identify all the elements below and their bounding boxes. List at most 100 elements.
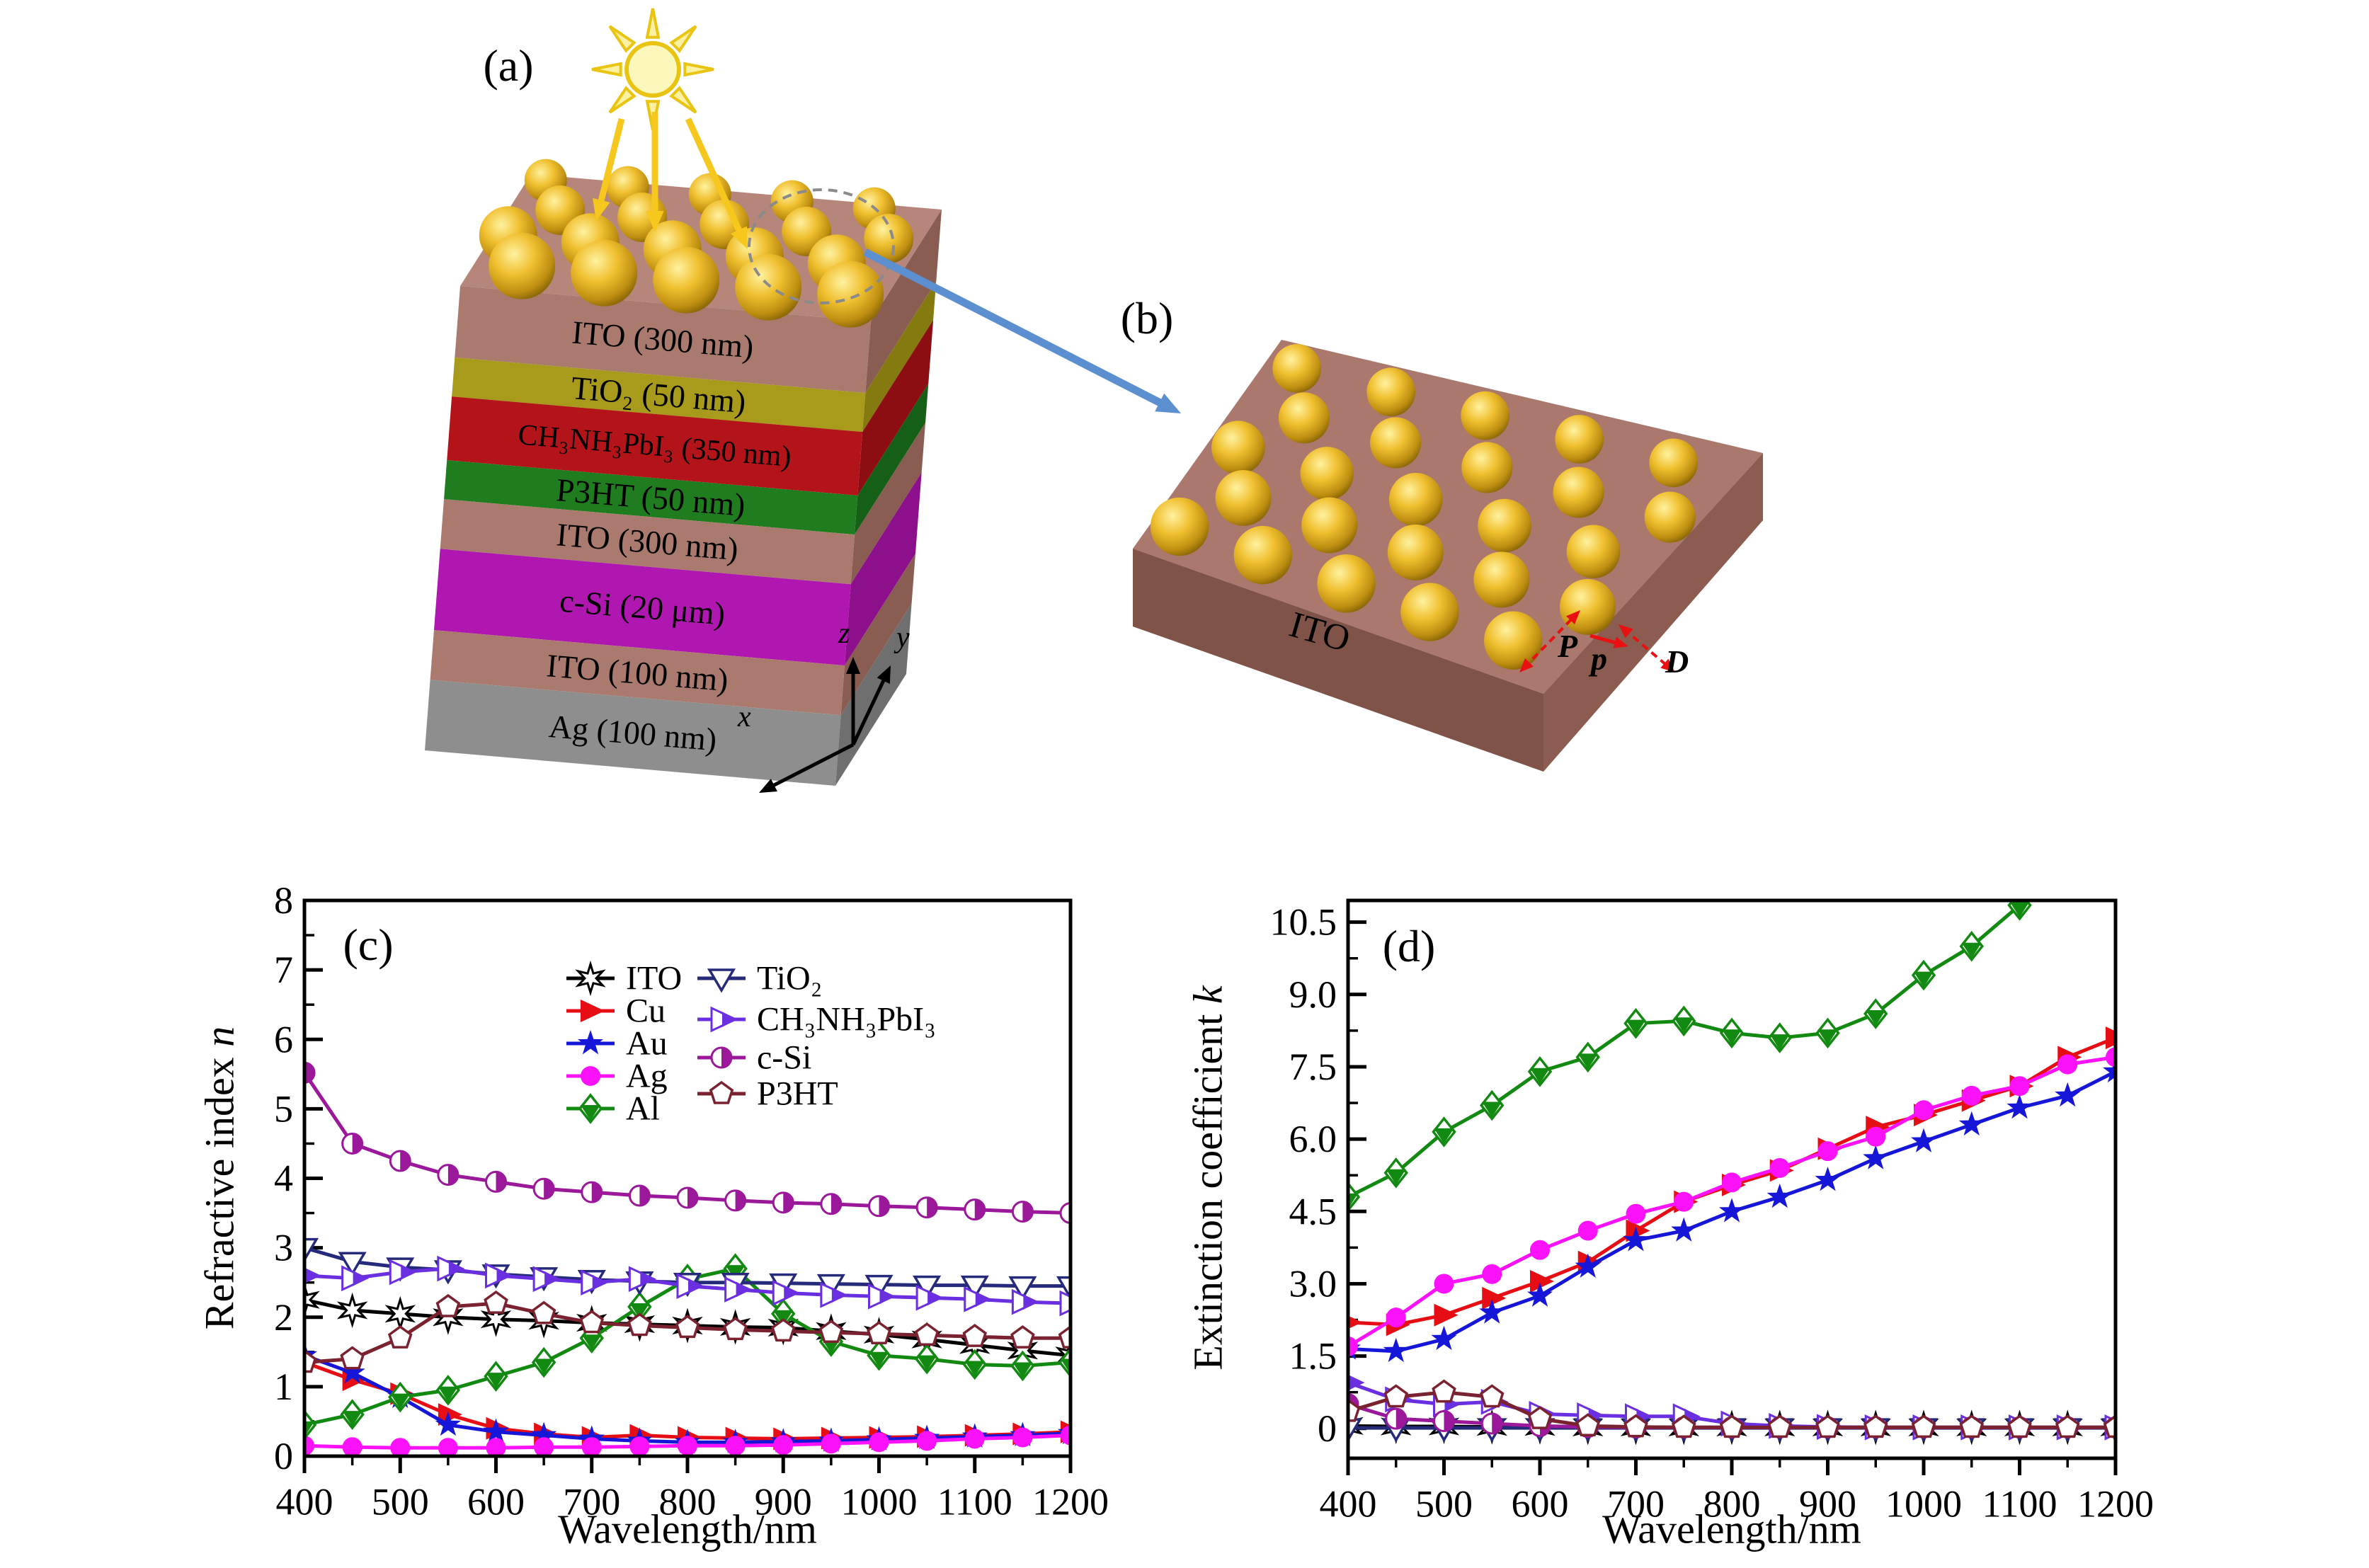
y-tick-label: 5 [274,1087,293,1130]
y-tick-label: 4.5 [1289,1190,1337,1232]
data-marker [1530,1240,1550,1260]
x-tick-label: 800 [1703,1482,1761,1525]
x-axis-label: x [737,701,751,733]
data-marker [484,1361,508,1392]
legend-item: c-Si [697,1039,811,1077]
data-marker [304,1349,317,1373]
legend-marker [575,960,606,997]
data-marker [1959,930,1984,962]
data-marker [1722,1172,1742,1193]
data-marker [1623,1414,1648,1438]
data-marker [1671,1217,1697,1242]
data-marker [1719,1017,1745,1049]
data-marker [960,1275,989,1300]
data-marker [917,1431,937,1451]
y-tick-label: 3.0 [1289,1262,1337,1305]
y-tick-label: 0 [1318,1407,1337,1450]
gold-nanosphere [1272,344,1322,393]
z-axis-label: z [838,617,850,650]
data-marker [1911,959,1936,991]
y-tick-label: 1.5 [1289,1335,1337,1378]
gold-nanosphere [1553,467,1604,518]
gold-nanosphere [1461,442,1513,493]
data-marker [304,1436,314,1456]
x-tick-label: 900 [755,1480,812,1523]
series-ag [304,1425,1071,1456]
gold-nanosphere [864,213,914,263]
data-marker [531,1300,556,1324]
gold-nanosphere [1644,491,1696,543]
gold-nanosphere [1215,469,1272,526]
data-marker [338,1252,367,1276]
data-marker [1767,1022,1792,1053]
series-p3ht [304,1290,1071,1373]
data-marker [1348,1375,1365,1391]
x-tick-label: 1200 [2077,1482,2154,1525]
y-tick-label: 1 [274,1366,293,1408]
data-marker [581,1437,602,1456]
series-ch-nh-pbi- [304,1255,1071,1317]
gold-nanosphere [1484,611,1543,670]
data-marker [1577,1220,1598,1241]
data-marker [388,1381,413,1413]
data-marker [437,1255,465,1282]
data-marker [1058,1346,1071,1378]
gold-nanosphere [1300,447,1354,500]
data-marker [1910,1128,1937,1152]
data-marker [1718,1198,1745,1223]
legend-marker [709,1080,734,1104]
data-marker [1958,1111,1985,1136]
data-marker [1623,1007,1648,1039]
data-marker [1479,1384,1505,1408]
data-marker [532,1177,555,1200]
data-marker [1672,1005,1696,1037]
data-marker [304,1061,316,1084]
data-marker [724,1276,753,1303]
data-marker [2103,1414,2116,1438]
x-tick-label: 600 [467,1480,525,1523]
x-tick-label: 900 [1799,1482,1856,1525]
data-marker [1815,1167,1841,1191]
data-marker [1863,1414,1888,1438]
data-marker [2105,793,2126,820]
data-marker [1766,1183,1793,1208]
data-marker [1527,1405,1553,1429]
data-marker [435,1374,461,1406]
data-marker [678,1436,697,1456]
data-marker [2102,1058,2116,1083]
data-marker [1961,1085,1982,1106]
legend-label: TiO₂ [757,960,822,997]
legend-marker [710,1046,733,1069]
stack-layer-front [440,499,855,585]
legend-item: Ag [566,1058,668,1095]
sunlight-arrow [685,118,746,241]
data-marker [480,1301,512,1337]
stack-layer-side [862,281,937,433]
stack-layer-front [452,357,866,433]
legend-label: CH₃NH₃PbI₃ [757,1001,936,1038]
sunlight-arrows [593,112,748,249]
data-marker [820,1193,843,1215]
x-tick-label: 700 [563,1480,620,1523]
data-marker [581,1269,609,1296]
gold-nanosphere [1317,554,1376,613]
gold-nanosphere [1473,551,1530,608]
data-marker [1671,1414,1696,1438]
gold-nanosphere [1366,367,1416,417]
data-marker [1385,1407,1408,1430]
chart-series-area [304,1061,1071,1456]
y-axis-arrow [851,672,889,746]
x-tick-label: 1000 [841,1480,918,1523]
stack-layer-side [844,472,922,666]
legend-item: TiO₂ [697,960,822,997]
data-marker [1011,1288,1039,1315]
sunlight-arrow [595,118,625,212]
data-marker [772,1280,800,1306]
data-marker [628,1184,651,1207]
data-marker [821,1433,841,1454]
data-marker [725,1436,746,1456]
data-marker [1010,1325,1035,1349]
pitch-label: p [1588,641,1607,677]
data-marker [531,1346,556,1378]
data-marker [1348,1418,1363,1443]
